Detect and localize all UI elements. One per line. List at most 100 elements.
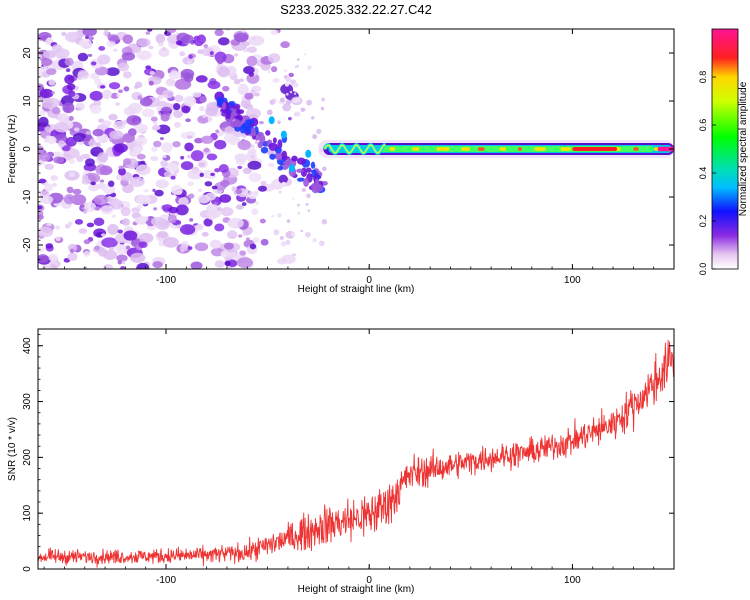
- noise-blob: [38, 246, 44, 253]
- noise-blob: [151, 146, 158, 152]
- noise-blob: [192, 91, 202, 98]
- noise-blob: [155, 33, 166, 44]
- signal-peak: [389, 147, 396, 151]
- chirp-blob: [232, 119, 243, 128]
- noise-blob: [113, 133, 118, 139]
- noise-blob: [277, 120, 281, 125]
- noise-blob: [257, 185, 267, 192]
- chirp-blob: [296, 157, 306, 165]
- noise-blob: [68, 115, 74, 121]
- noise-blob: [38, 125, 45, 132]
- noise-blob: [123, 71, 132, 79]
- noise-blob: [139, 215, 149, 223]
- colorbar-tick-label: 0.2: [698, 215, 708, 228]
- noise-blob: [296, 64, 300, 68]
- noise-blob: [269, 99, 275, 105]
- noise-blob: [94, 206, 101, 211]
- noise-blob: [205, 192, 217, 201]
- noise-blob: [296, 58, 300, 61]
- noise-blob: [260, 180, 267, 186]
- noise-blob: [282, 103, 292, 112]
- noise-blob: [203, 147, 210, 153]
- noise-blob: [218, 164, 229, 173]
- noise-blob: [84, 158, 95, 167]
- noise-blob: [55, 236, 61, 241]
- noise-blob: [121, 52, 136, 61]
- noise-blob: [66, 186, 74, 194]
- noise-blob: [143, 189, 149, 193]
- noise-blob: [289, 90, 293, 94]
- noise-blob: [195, 75, 208, 83]
- noise-blob: [304, 231, 311, 238]
- noise-blob: [254, 201, 259, 205]
- noise-blob: [207, 108, 212, 112]
- noise-blob: [217, 37, 230, 46]
- noise-blob: [123, 86, 130, 92]
- noise-blob: [280, 41, 290, 49]
- y-tick-label: 0: [22, 566, 33, 572]
- noise-blob: [51, 106, 61, 115]
- noise-blob: [291, 232, 296, 237]
- noise-blob: [248, 72, 255, 77]
- noise-blob: [284, 82, 290, 87]
- noise-blob: [179, 224, 196, 235]
- noise-blob: [61, 31, 67, 37]
- noise-blob: [90, 104, 102, 114]
- noise-blob: [90, 61, 97, 66]
- noise-blob: [38, 226, 54, 238]
- noise-blob: [139, 97, 153, 107]
- noise-blob: [222, 85, 230, 92]
- noise-blob: [318, 240, 325, 247]
- snr-panel: -100 0 100 0 100 200 300 400 Height of straigh…: [7, 328, 675, 595]
- noise-blob: [160, 160, 168, 167]
- noise-blob: [39, 88, 54, 99]
- noise-blob: [122, 158, 132, 166]
- noise-blob: [281, 181, 287, 188]
- noise-blob: [250, 144, 255, 149]
- noise-blob: [152, 261, 163, 269]
- noise-blob: [94, 66, 109, 76]
- noise-blob: [307, 65, 312, 70]
- noise-blob: [152, 188, 156, 192]
- noise-blob: [220, 179, 230, 188]
- noise-blob: [138, 241, 148, 249]
- noise-blob: [259, 120, 264, 125]
- noise-blob: [173, 103, 181, 111]
- noise-blob: [41, 264, 52, 269]
- y-tick-label: -10: [22, 189, 33, 204]
- noise-blob: [90, 72, 100, 80]
- noise-blob: [240, 98, 251, 109]
- snr-ylabel: SNR (10 * v/v): [7, 417, 18, 481]
- noise-blob: [272, 78, 280, 83]
- noise-blob: [68, 158, 75, 165]
- noise-blob: [136, 140, 143, 146]
- noise-blob: [187, 246, 193, 250]
- noise-blob: [98, 45, 106, 51]
- noise-blob: [121, 260, 126, 265]
- noise-blob: [227, 217, 244, 229]
- noise-blob: [64, 74, 75, 85]
- noise-blob: [273, 229, 280, 236]
- chirp-blob: [225, 112, 231, 120]
- y-tick-label: 400: [22, 337, 33, 354]
- noise-blob: [239, 250, 247, 256]
- noise-blob: [38, 54, 43, 60]
- x-tick-label: 100: [564, 575, 581, 586]
- signal-peak: [499, 147, 506, 151]
- noise-blob: [77, 70, 89, 77]
- noise-blob: [214, 168, 221, 173]
- snr-xlabel: Height of straight line (km): [298, 584, 415, 595]
- noise-blob: [147, 29, 153, 32]
- noise-blob: [93, 194, 109, 206]
- noise-blob: [286, 219, 291, 223]
- noise-blob: [38, 178, 47, 184]
- noise-blob: [41, 58, 53, 66]
- chirp-blob: [311, 183, 320, 194]
- noise-blob: [85, 35, 90, 40]
- noise-blob: [44, 163, 54, 170]
- noise-blob: [234, 32, 249, 43]
- noise-blob: [321, 97, 325, 102]
- noise-blob: [306, 193, 311, 199]
- noise-blob: [108, 246, 115, 252]
- noise-blob: [97, 152, 109, 163]
